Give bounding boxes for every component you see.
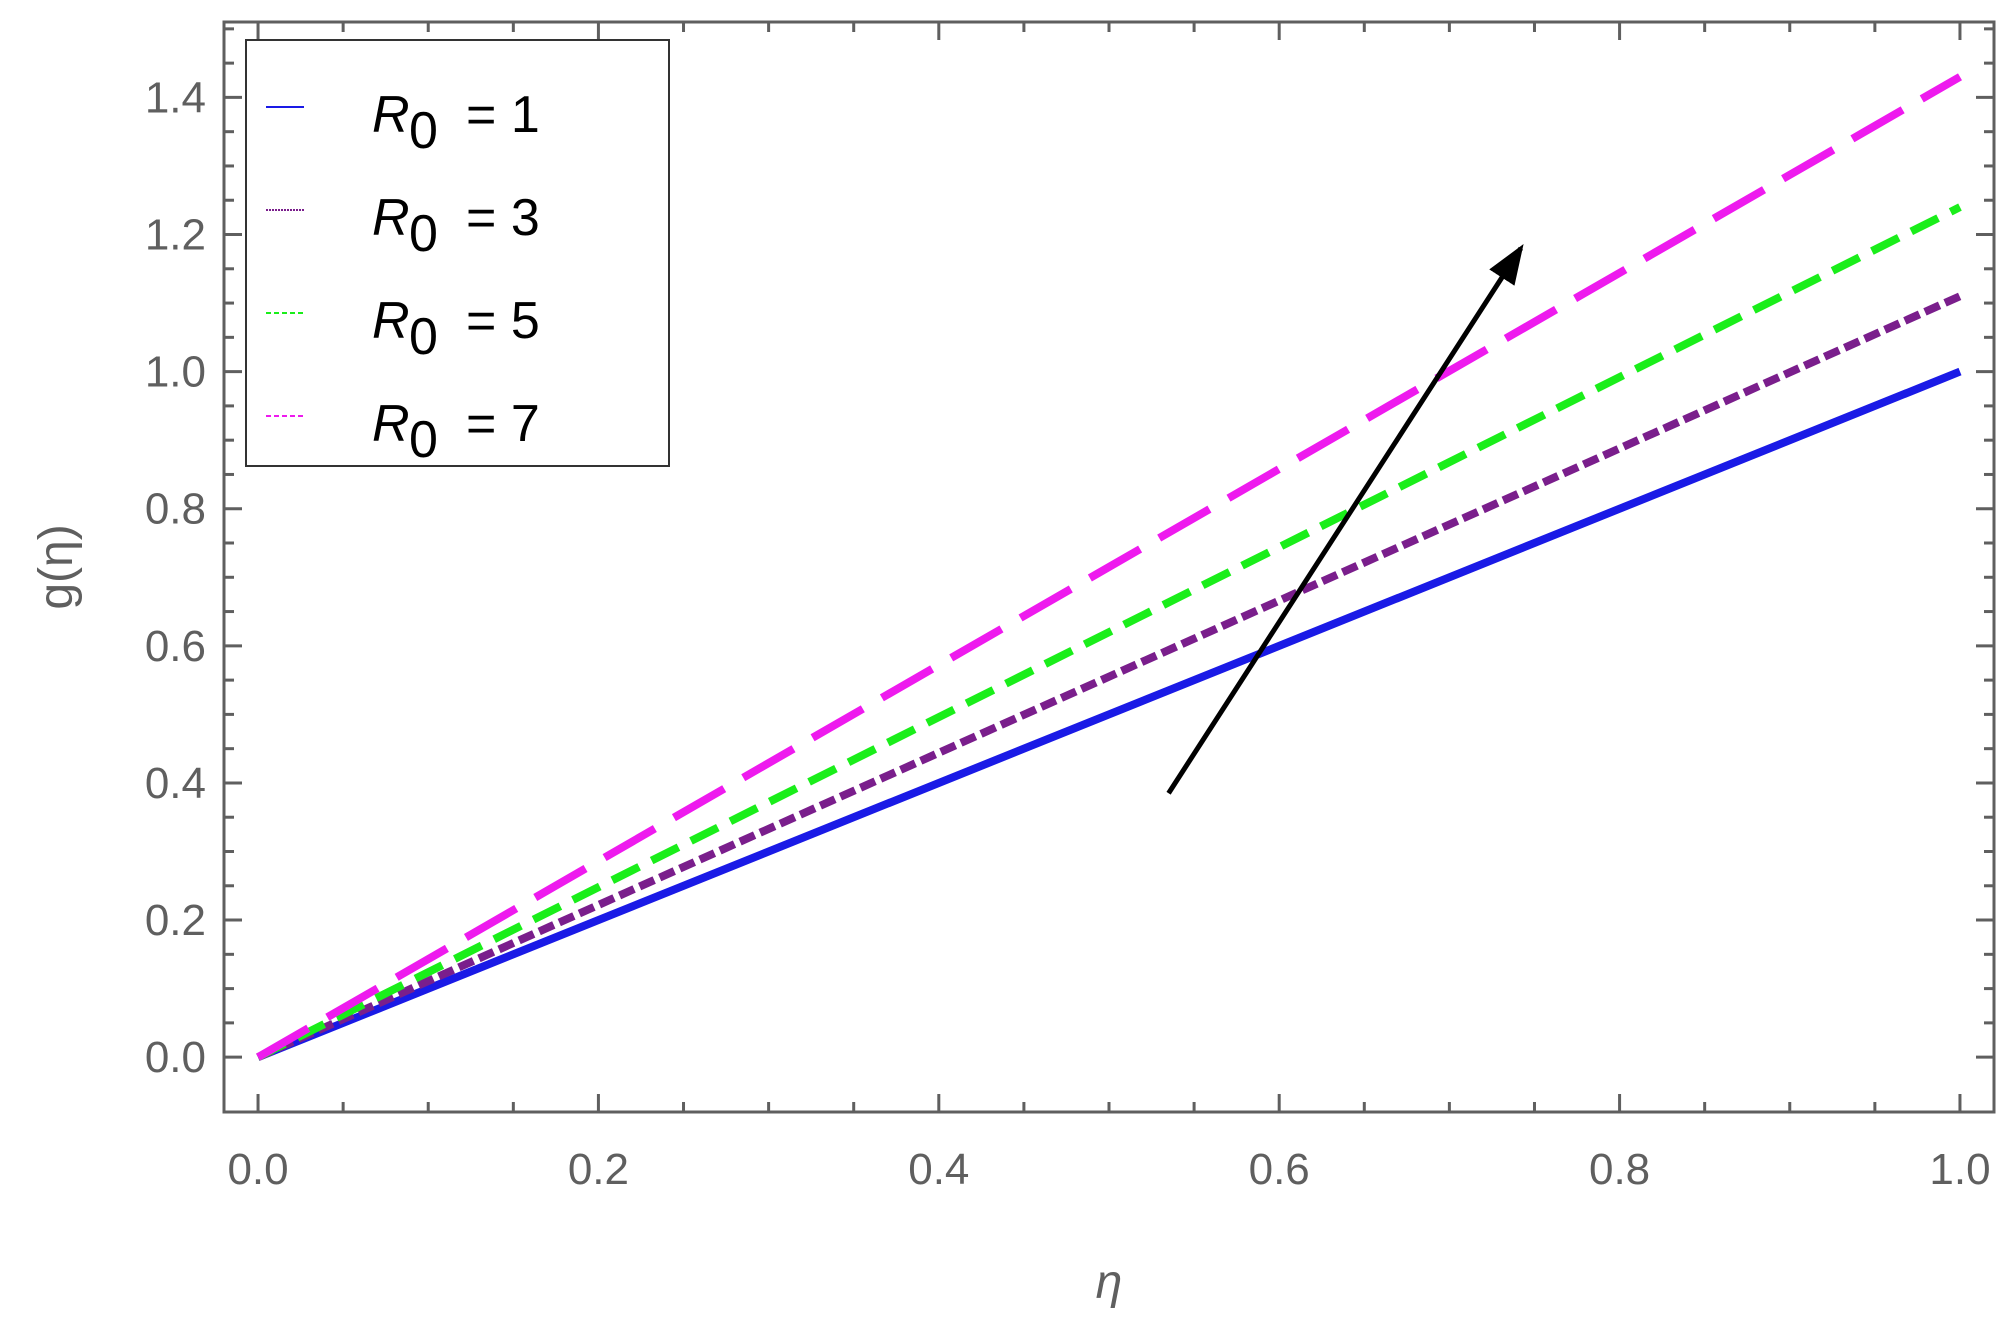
legend-value-label: = 7 [466,395,540,453]
y-tick-label: 1.2 [145,211,206,260]
series-line-3 [256,203,1962,1061]
y-tick-label: 0.6 [145,622,206,671]
x-axis-label: η [1096,1256,1123,1309]
legend-param-symbol: R [372,86,410,144]
legend-param-symbol: R [372,292,410,350]
legend-box [245,39,670,467]
legend-value-label: = 1 [466,86,540,144]
y-tick-label: 1.4 [145,73,206,122]
legend: R 0 = 1R 0 = 3R 0 = 5R 0 = 7 [245,39,670,469]
axes-layer: 0.0 0.2 0.4 0.6 0.8 1.0 0.0 0.2 0.4 0.6 0.8 1.0 1.2 1… [30,20,1996,1309]
legend-param-subscript: 0 [409,308,438,366]
legend-param-subscript: 0 [409,205,438,263]
y-tick-label: 0.4 [145,759,206,808]
x-tick-label: 0.4 [908,1145,969,1194]
y-tick-label: 1.0 [145,348,206,397]
y-tick-label: 0.8 [145,485,206,534]
y-tick-label: 0.2 [145,896,206,945]
legend-param-subscript: 0 [409,411,438,469]
series-line-4 [256,73,1962,1061]
plot-layer [256,73,1962,1061]
series-line-1 [256,367,1962,1061]
trend-arrow-1 [1166,244,1524,795]
legend-param-symbol: R [372,395,410,453]
x-tick-label: 1.0 [1929,1145,1990,1194]
legend-value-label: = 5 [466,292,540,350]
legend-param-symbol: R [372,189,410,247]
x-tick-label: 0.0 [227,1145,288,1194]
series-line-2 [256,292,1962,1061]
y-axis-label: g(η) [30,524,83,609]
y-tick-label: 0.0 [145,1033,206,1082]
x-tick-label: 0.6 [1249,1145,1310,1194]
x-tick-label: 0.8 [1589,1145,1650,1194]
legend-param-subscript: 0 [409,102,438,160]
x-tick-label: 0.2 [568,1145,629,1194]
legend-value-label: = 3 [466,189,540,247]
